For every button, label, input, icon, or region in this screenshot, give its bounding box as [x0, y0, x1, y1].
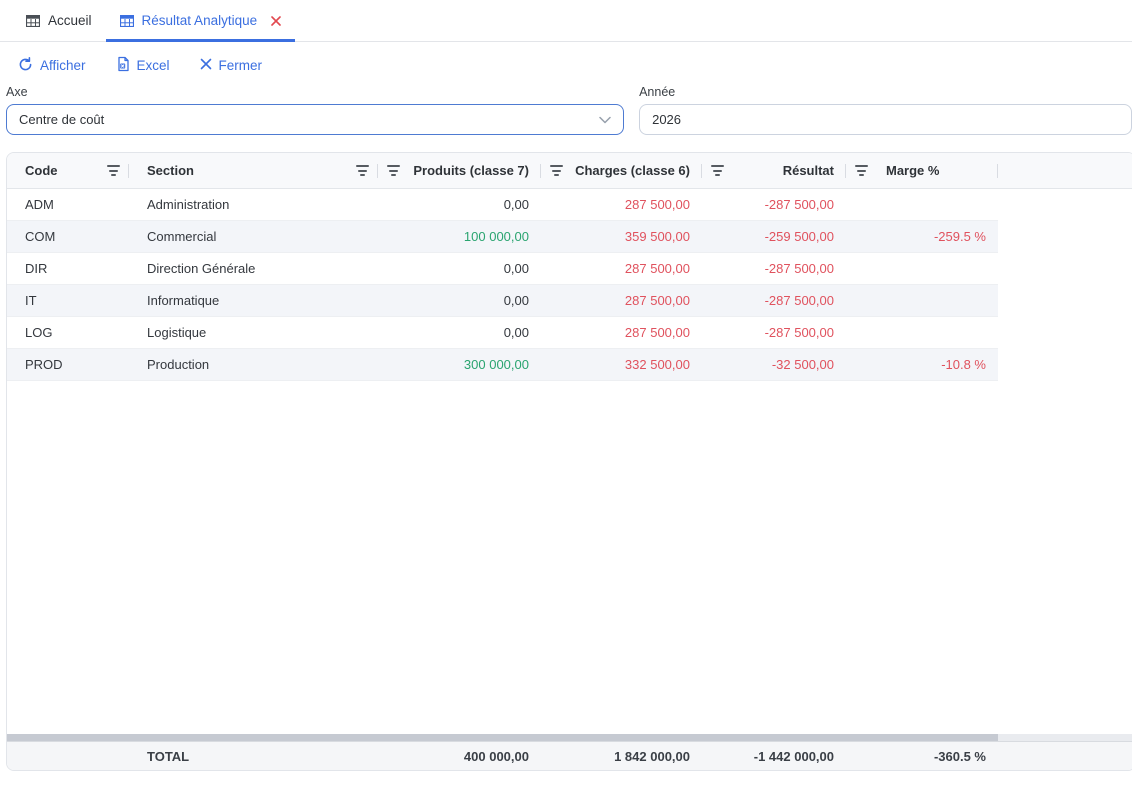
cell-resultat: -259 500,00 [702, 229, 846, 244]
axe-select-value: Centre de coût [19, 112, 104, 127]
table-body: ADM Administration 0,00 287 500,00 -287 … [7, 189, 1132, 381]
column-header-section[interactable]: Section [129, 153, 378, 188]
cell-resultat: -32 500,00 [702, 357, 846, 372]
tab-bar: Accueil Résultat Analytique [0, 0, 1132, 42]
table-icon [26, 15, 40, 27]
cell-section: Informatique [129, 293, 378, 308]
table-row[interactable]: COM Commercial 100 000,00 359 500,00 -25… [7, 221, 998, 253]
table-icon [120, 15, 134, 27]
filter-icon[interactable] [550, 165, 563, 176]
cell-marge: -10.8 % [846, 357, 998, 372]
column-label: Résultat [733, 163, 846, 178]
cell-produits: 100 000,00 [378, 229, 541, 244]
annee-label: Année [639, 85, 1132, 99]
column-label: Produits (classe 7) [409, 163, 541, 178]
column-header-marge[interactable]: Marge % [846, 153, 998, 188]
column-label: Code [25, 163, 58, 178]
column-label: Marge % [886, 163, 939, 178]
close-x-icon [200, 58, 212, 73]
results-table: Code Section Produits (classe 7) Charges… [6, 152, 1132, 771]
table-row[interactable]: LOG Logistique 0,00 287 500,00 -287 500,… [7, 317, 998, 349]
total-row: TOTAL 400 000,00 1 842 000,00 -1 442 000… [7, 741, 1132, 770]
filter-icon[interactable] [356, 165, 369, 176]
column-header-code[interactable]: Code [7, 153, 129, 188]
table-header: Code Section Produits (classe 7) Charges… [7, 153, 1132, 189]
fermer-button[interactable]: Fermer [200, 58, 263, 73]
filter-icon[interactable] [855, 165, 868, 176]
cell-resultat: -287 500,00 [702, 325, 846, 340]
excel-label: Excel [137, 58, 170, 73]
cell-code: PROD [7, 357, 129, 372]
cell-charges: 287 500,00 [541, 293, 702, 308]
total-produits: 400 000,00 [378, 749, 541, 764]
chevron-down-icon [599, 116, 611, 124]
cell-section: Commercial [129, 229, 378, 244]
column-label: Section [147, 163, 194, 178]
total-charges: 1 842 000,00 [541, 749, 702, 764]
filter-icon[interactable] [107, 165, 120, 176]
cell-produits: 0,00 [378, 293, 541, 308]
cell-charges: 287 500,00 [541, 261, 702, 276]
header-filler [998, 153, 1132, 188]
cell-marge: -259.5 % [846, 229, 998, 244]
excel-button[interactable]: Excel [116, 56, 170, 75]
cell-section: Direction Générale [129, 261, 378, 276]
cell-resultat: -287 500,00 [702, 293, 846, 308]
cell-section: Production [129, 357, 378, 372]
cell-section: Administration [129, 197, 378, 212]
horizontal-scrollbar[interactable] [7, 734, 1132, 741]
cell-code: COM [7, 229, 129, 244]
cell-code: ADM [7, 197, 129, 212]
column-label: Charges (classe 6) [572, 163, 702, 178]
table-empty-area [7, 381, 1132, 734]
cell-charges: 287 500,00 [541, 325, 702, 340]
afficher-button[interactable]: Afficher [18, 57, 86, 75]
cell-section: Logistique [129, 325, 378, 340]
filter-icon[interactable] [711, 165, 724, 176]
total-resultat: -1 442 000,00 [702, 749, 846, 764]
tab-label: Accueil [48, 13, 92, 28]
axe-select[interactable]: Centre de coût [6, 104, 624, 135]
cell-produits: 0,00 [378, 325, 541, 340]
cell-produits: 0,00 [378, 261, 541, 276]
table-row[interactable]: PROD Production 300 000,00 332 500,00 -3… [7, 349, 998, 381]
cell-code: IT [7, 293, 129, 308]
annee-field: Année [639, 85, 1132, 135]
table-row[interactable]: IT Informatique 0,00 287 500,00 -287 500… [7, 285, 998, 317]
table-row[interactable]: ADM Administration 0,00 287 500,00 -287 … [7, 189, 998, 221]
tab-close-icon[interactable] [271, 16, 281, 26]
filter-icon[interactable] [387, 165, 400, 176]
toolbar: Afficher Excel Fermer [18, 56, 1132, 75]
cell-produits: 0,00 [378, 197, 541, 212]
refresh-icon [18, 57, 33, 75]
cell-code: LOG [7, 325, 129, 340]
cell-resultat: -287 500,00 [702, 261, 846, 276]
total-label: TOTAL [129, 749, 378, 764]
excel-file-icon [116, 56, 130, 75]
annee-input[interactable] [639, 104, 1132, 135]
scrollbar-thumb[interactable] [7, 734, 998, 741]
tab-accueil[interactable]: Accueil [12, 0, 106, 41]
tab-label: Résultat Analytique [142, 13, 258, 28]
cell-resultat: -287 500,00 [702, 197, 846, 212]
column-header-produits[interactable]: Produits (classe 7) [378, 153, 541, 188]
tab-resultat-analytique[interactable]: Résultat Analytique [106, 0, 296, 41]
column-header-charges[interactable]: Charges (classe 6) [541, 153, 702, 188]
column-header-resultat[interactable]: Résultat [702, 153, 846, 188]
cell-code: DIR [7, 261, 129, 276]
cell-charges: 332 500,00 [541, 357, 702, 372]
total-marge: -360.5 % [846, 749, 998, 764]
axe-field: Axe Centre de coût [6, 85, 624, 135]
table-row[interactable]: DIR Direction Générale 0,00 287 500,00 -… [7, 253, 998, 285]
filter-row: Axe Centre de coût Année [6, 85, 1132, 135]
afficher-label: Afficher [40, 58, 86, 73]
cell-charges: 287 500,00 [541, 197, 702, 212]
cell-produits: 300 000,00 [378, 357, 541, 372]
fermer-label: Fermer [219, 58, 263, 73]
axe-label: Axe [6, 85, 624, 99]
cell-charges: 359 500,00 [541, 229, 702, 244]
